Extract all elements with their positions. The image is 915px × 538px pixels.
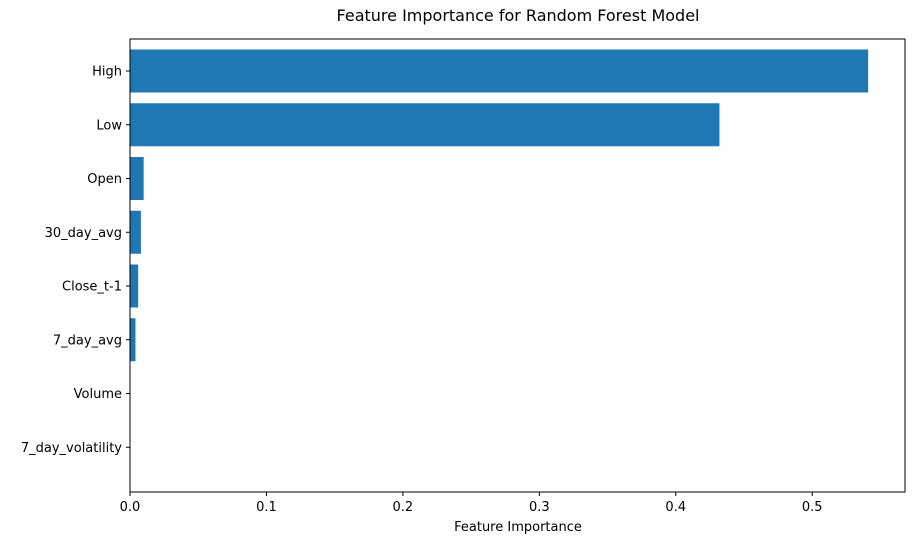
x-tick-label: 0.2 (393, 500, 414, 515)
x-tick-label: 0.0 (120, 500, 141, 515)
bar-Low (130, 103, 720, 147)
y-tick-label: Close_t-1 (62, 280, 122, 295)
y-tick-label: 7_day_volatility (21, 441, 122, 456)
x-tick-label: 0.4 (665, 500, 686, 515)
x-axis-ticks: 0.0 0.1 0.2 0.3 0.4 0.5 (120, 492, 823, 515)
y-tick-label: 7_day_avg (53, 333, 122, 348)
x-tick-label: 0.3 (529, 500, 550, 515)
bars-group (130, 49, 869, 469)
y-tick-label: Open (87, 172, 122, 187)
chart-title: Feature Importance for Random Forest Mod… (337, 6, 700, 25)
y-tick-label: High (92, 65, 122, 80)
bar-High (130, 49, 869, 93)
bar-Close_t-1 (130, 264, 139, 308)
bar-7_day_avg (130, 318, 136, 362)
x-axis-label: Feature Importance (454, 520, 582, 535)
y-tick-label: Volume (74, 387, 122, 402)
bar-Open (130, 157, 144, 200)
y-tick-label: 30_day_avg (45, 226, 122, 241)
plot-frame (129, 38, 906, 493)
bar-30_day_avg (130, 210, 141, 254)
y-tick-label: Low (96, 118, 122, 133)
x-tick-label: 0.1 (256, 500, 277, 515)
y-axis-ticks: High Low Open 30_day_avg Close_t-1 7_day_avg V… (21, 65, 130, 456)
x-tick-label: 0.5 (802, 500, 823, 515)
